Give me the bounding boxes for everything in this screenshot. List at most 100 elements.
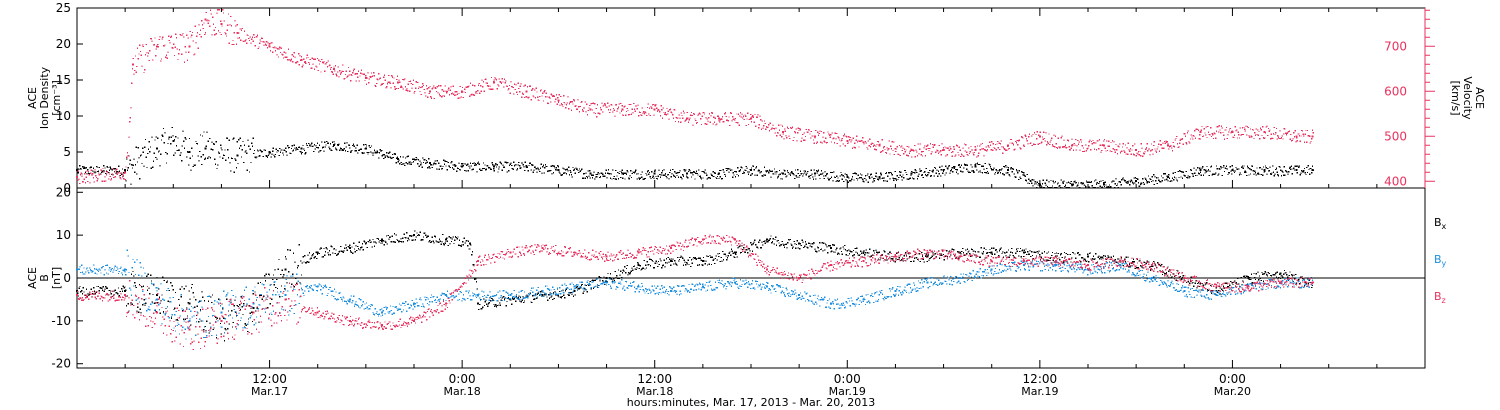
density-series-point-10 bbox=[364, 147, 367, 150]
velocity-series-trace-1630 bbox=[1254, 132, 1256, 134]
velocity-series-trace-806 bbox=[659, 111, 661, 113]
bx-series-trace-165 bbox=[209, 322, 211, 324]
velocity-series-trace-516 bbox=[449, 89, 451, 91]
bx-series-trace-403 bbox=[400, 237, 402, 240]
velocity-series-trace-1618 bbox=[1245, 125, 1247, 127]
bx-series-trace-895 bbox=[795, 247, 797, 249]
velocity-series-trace-1662 bbox=[1277, 134, 1279, 137]
bx-series-trace-1175 bbox=[1019, 247, 1022, 250]
bx-series-trace-758 bbox=[685, 264, 687, 266]
velocity-series-trace-407 bbox=[370, 72, 373, 74]
bx-series-trace-589 bbox=[549, 292, 551, 294]
bx-series-point-3 bbox=[188, 302, 191, 305]
density-series-trace-425 bbox=[383, 154, 386, 156]
velocity-series-trace-1302 bbox=[1017, 143, 1019, 146]
density-series-trace-1076 bbox=[854, 172, 856, 174]
density-series-trace-403 bbox=[368, 151, 370, 154]
bx-series-trace-609 bbox=[565, 288, 567, 290]
bx-series-trace-571 bbox=[535, 294, 537, 296]
velocity-series-trace-211 bbox=[229, 24, 231, 26]
bx-series-trace-780 bbox=[702, 256, 705, 259]
density-series-trace-229 bbox=[242, 140, 244, 143]
density-series-trace-139 bbox=[177, 137, 179, 139]
velocity-series-trace-1551 bbox=[1197, 128, 1199, 131]
density-series-trace-1190 bbox=[936, 169, 938, 171]
velocity-series-trace-1608 bbox=[1238, 134, 1240, 136]
bx-series-trace-1053 bbox=[921, 255, 924, 257]
density-series-trace-518 bbox=[451, 161, 453, 163]
density-series-trace-1433 bbox=[1111, 180, 1114, 182]
density-series-trace-410 bbox=[373, 152, 375, 154]
bx-series-trace-794 bbox=[714, 262, 716, 265]
density-series-trace-1473 bbox=[1140, 182, 1143, 184]
velocity-series-trace-1114 bbox=[881, 139, 883, 141]
bx-series-trace-163 bbox=[207, 300, 210, 302]
density-series-trace-976 bbox=[781, 178, 784, 180]
density-series-trace-1548 bbox=[1194, 174, 1197, 177]
velocity-series-trace-881 bbox=[713, 116, 715, 118]
bx-series-trace-311 bbox=[326, 248, 328, 250]
velocity-series-trace-1088 bbox=[862, 141, 864, 143]
velocity-series-trace-247 bbox=[255, 36, 257, 38]
velocity-series-trace-1671 bbox=[1283, 128, 1286, 130]
bx-series-trace-1295 bbox=[1116, 261, 1118, 263]
velocity-series-trace-1640 bbox=[1261, 134, 1263, 137]
bx-series-trace-595 bbox=[554, 291, 556, 293]
density-series-trace-1216 bbox=[955, 168, 957, 171]
density-series-trace-77 bbox=[132, 164, 134, 166]
density-series-trace-1586 bbox=[1222, 166, 1224, 169]
density-series-trace-395 bbox=[362, 152, 364, 154]
density-series-trace-1241 bbox=[973, 171, 975, 173]
velocity-series-trace-922 bbox=[742, 115, 745, 117]
bx-series-trace-1299 bbox=[1119, 258, 1121, 260]
velocity-series-trace-520 bbox=[452, 85, 454, 88]
density-series-trace-1534 bbox=[1184, 175, 1187, 177]
density-series-trace-1246 bbox=[976, 162, 979, 164]
bx-series-trace-764 bbox=[690, 265, 692, 268]
bx-series-trace-665 bbox=[610, 278, 612, 280]
velocity-series-trace-1281 bbox=[1002, 152, 1004, 154]
density-series-point-32 bbox=[1070, 183, 1073, 186]
density-series-trace-1551 bbox=[1197, 166, 1199, 169]
density-series-trace-1623 bbox=[1249, 168, 1251, 170]
velocity-series-trace-884 bbox=[715, 124, 717, 126]
bx-series-trace-683 bbox=[625, 271, 627, 274]
velocity-series-trace-1101 bbox=[872, 142, 874, 145]
bx-series-trace-300 bbox=[317, 252, 320, 254]
bx-series-trace-1144 bbox=[994, 249, 997, 251]
velocity-series-trace-1325 bbox=[1033, 131, 1036, 134]
velocity-series-trace-489 bbox=[430, 95, 432, 98]
bx-series-trace-831 bbox=[743, 251, 746, 253]
velocity-series-trace-1397 bbox=[1085, 150, 1088, 152]
density-series-trace-915 bbox=[737, 175, 740, 177]
bx-series-trace-953 bbox=[841, 253, 843, 255]
density-series-trace-718 bbox=[595, 173, 597, 176]
velocity-series-trace-131 bbox=[171, 47, 173, 49]
density-series-trace-530 bbox=[459, 169, 462, 171]
density-series-trace-1276 bbox=[998, 170, 1000, 172]
velocity-series-trace-1354 bbox=[1054, 135, 1057, 137]
velocity-series-trace-1473 bbox=[1140, 143, 1143, 145]
density-series-trace-116 bbox=[160, 139, 163, 141]
density-series-trace-1710 bbox=[1311, 165, 1314, 167]
bx-series-trace-187 bbox=[227, 327, 229, 330]
density-series-trace-294 bbox=[289, 152, 291, 154]
bx-series-trace-544 bbox=[513, 298, 515, 300]
density-series-trace-258 bbox=[263, 149, 265, 151]
bx-series-trace-529 bbox=[501, 297, 503, 299]
bx-series-trace-435 bbox=[426, 236, 428, 238]
density-series-trace-1229 bbox=[964, 164, 966, 167]
velocity-series-trace-722 bbox=[598, 112, 600, 114]
velocity-series-trace-1554 bbox=[1199, 134, 1201, 136]
bx-series-trace-1282 bbox=[1105, 258, 1107, 261]
density-tick-label-5: 25 bbox=[56, 1, 71, 15]
velocity-series-trace-1048 bbox=[833, 142, 836, 144]
velocity-series-trace-13 bbox=[86, 170, 88, 172]
bx-series-trace-1087 bbox=[949, 250, 951, 252]
velocity-series-trace-624 bbox=[527, 97, 529, 99]
density-series-trace-928 bbox=[747, 171, 749, 173]
density-series-trace-353 bbox=[331, 141, 334, 143]
density-series-trace-1619 bbox=[1246, 174, 1248, 177]
density-series-trace-723 bbox=[599, 176, 601, 179]
density-series-trace-1361 bbox=[1059, 187, 1062, 189]
